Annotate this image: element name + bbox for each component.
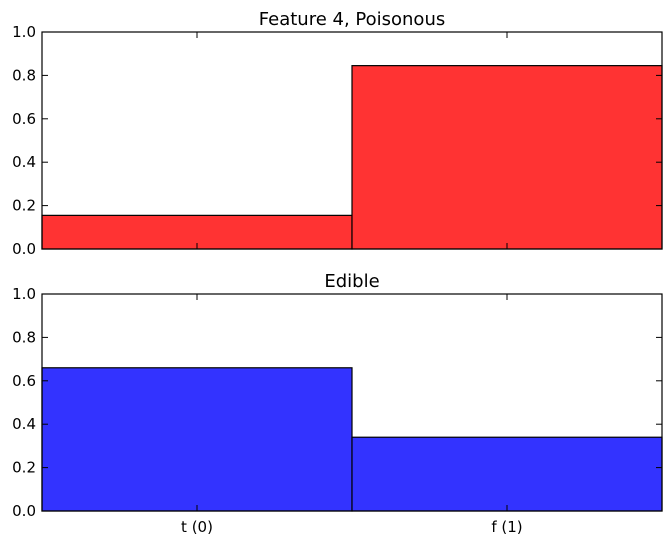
y-tick-label: 0.6 — [12, 110, 36, 128]
y-tick-label: 0.8 — [12, 66, 36, 84]
y-axis: 0.0 0.2 0.4 0.6 0.8 1.0 — [12, 23, 662, 258]
y-tick-label: 0.4 — [12, 153, 36, 171]
axes-frame — [41, 293, 663, 512]
y-tick-label: 0.4 — [12, 415, 36, 433]
x-axis: t (0) f (1) — [181, 294, 523, 536]
y-tick-label: 0.2 — [12, 197, 36, 215]
bar — [41, 367, 353, 512]
x-tick-label: t (0) — [181, 518, 213, 536]
subplot-edible: Edible 0.0 0.2 0.4 0.6 0.8 1.0 t (0) f (1) — [12, 271, 663, 536]
bars-group — [41, 367, 663, 512]
y-tick-label: 0.8 — [12, 328, 36, 346]
chart-title: Edible — [324, 271, 379, 292]
subplot-poisonous: Feature 4, Poisonous 0.0 0.2 0.4 0.6 0.8 1.0 — [12, 9, 663, 258]
x-axis — [196, 32, 508, 249]
bar — [351, 436, 663, 512]
y-tick-label: 1.0 — [12, 23, 36, 41]
y-tick-label: 0.2 — [12, 459, 36, 477]
x-tick-label: f (1) — [491, 518, 522, 536]
bar — [351, 65, 663, 250]
bars-group — [41, 65, 663, 250]
y-axis: 0.0 0.2 0.4 0.6 0.8 1.0 — [12, 285, 662, 520]
y-tick-label: 0.6 — [12, 372, 36, 390]
y-tick-label: 0.0 — [12, 502, 36, 520]
axes-frame — [41, 31, 663, 250]
chart-title: Feature 4, Poisonous — [259, 9, 445, 30]
y-tick-label: 0.0 — [12, 240, 36, 258]
y-tick-label: 1.0 — [12, 285, 36, 303]
